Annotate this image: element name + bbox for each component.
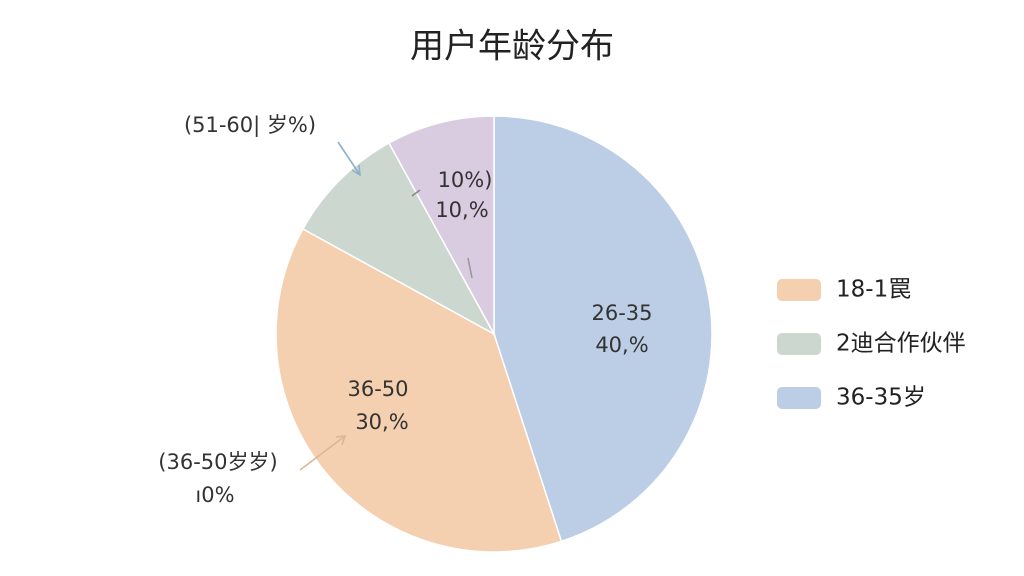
pie-slice — [301, 141, 496, 336]
arrow — [467, 257, 473, 279]
pie-slice — [387, 115, 495, 335]
annotation: ı0% — [195, 483, 234, 507]
annotation: 10,% — [435, 198, 488, 222]
legend-swatch — [777, 279, 821, 301]
pie-slice — [493, 115, 713, 543]
arrows — [299, 141, 473, 471]
annotation: 10%) — [438, 168, 493, 192]
arrow-head — [351, 164, 361, 177]
annotation: (36-50岁岁) — [158, 450, 277, 474]
arrow — [299, 435, 346, 471]
arrow — [337, 141, 361, 176]
annotation: 30,% — [355, 410, 408, 434]
annotation: (51-60| 岁%) — [184, 113, 316, 138]
annotation: 40,% — [595, 333, 648, 357]
legend: 18-1罠 2迪合作伙伴 36-35岁 — [777, 277, 966, 411]
pie-slice — [275, 227, 563, 553]
legend-label: 36-35岁 — [836, 385, 926, 411]
chart-title: 用户年龄分布 — [410, 27, 614, 67]
legend-label: 18-1罠 — [836, 277, 911, 303]
legend-swatch — [777, 333, 821, 355]
arrow-head — [335, 435, 347, 446]
annotations: (51-60| 岁%) 10%) 10,% 26-35 40,% 36-50 30,% (36… — [158, 113, 652, 507]
annotation: 26-35 — [591, 301, 652, 325]
legend-label: 2迪合作伙伴 — [836, 331, 966, 357]
legend-swatch — [777, 387, 821, 409]
annotation: 36-50 — [347, 377, 408, 401]
pie — [275, 115, 713, 553]
arrow — [411, 189, 421, 197]
